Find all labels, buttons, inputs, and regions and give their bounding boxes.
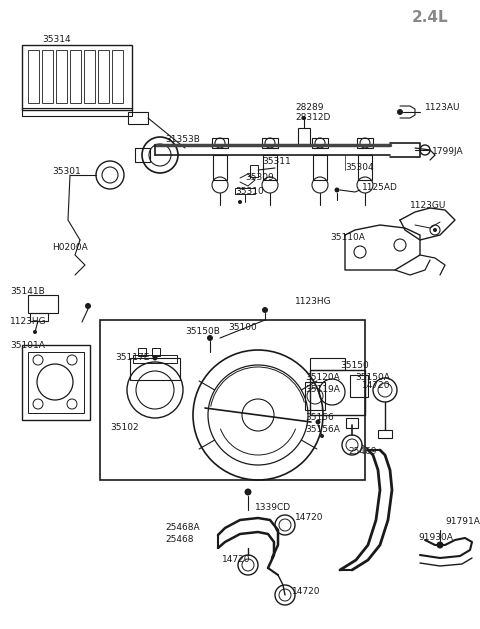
Text: 1799JA: 1799JA <box>432 147 464 157</box>
Bar <box>135 148 150 162</box>
Bar <box>312 138 328 148</box>
Bar <box>310 358 345 370</box>
Text: 14720: 14720 <box>292 587 321 596</box>
Circle shape <box>262 307 268 313</box>
Text: 35314: 35314 <box>42 35 71 45</box>
Bar <box>152 348 160 356</box>
Bar <box>42 50 53 103</box>
Text: 2.4L: 2.4L <box>412 11 448 26</box>
Bar <box>263 155 277 180</box>
Text: 35100: 35100 <box>228 323 257 333</box>
Text: 91930A: 91930A <box>418 533 453 542</box>
Bar <box>378 430 392 438</box>
Text: 35119A: 35119A <box>305 386 340 394</box>
Circle shape <box>302 116 306 120</box>
Bar <box>70 50 81 103</box>
Text: 35110A: 35110A <box>330 233 365 243</box>
Bar <box>358 155 372 180</box>
Bar <box>133 355 177 363</box>
Bar <box>212 138 228 148</box>
Bar <box>22 345 90 420</box>
Bar <box>235 188 255 194</box>
Circle shape <box>33 330 37 334</box>
Text: 35150B: 35150B <box>185 328 220 337</box>
Circle shape <box>238 200 242 204</box>
Circle shape <box>244 489 252 496</box>
Text: 35150: 35150 <box>340 362 369 370</box>
Text: 14720: 14720 <box>222 555 251 564</box>
Bar <box>130 358 180 380</box>
Text: H0200A: H0200A <box>52 243 88 252</box>
Bar <box>346 418 358 428</box>
Circle shape <box>433 228 437 232</box>
Bar <box>298 128 310 145</box>
Bar <box>98 50 109 103</box>
Text: 14720: 14720 <box>295 513 324 523</box>
Bar <box>112 50 123 103</box>
Circle shape <box>85 303 91 309</box>
Text: 35156A: 35156A <box>305 425 340 435</box>
Text: 31353B: 31353B <box>165 135 200 145</box>
Bar <box>138 348 146 356</box>
Bar <box>310 370 365 415</box>
Text: 35117E: 35117E <box>115 353 149 362</box>
Text: 35310: 35310 <box>235 187 264 196</box>
Text: 35141B: 35141B <box>10 287 45 296</box>
Bar <box>28 50 39 103</box>
Bar <box>262 138 278 148</box>
Bar <box>28 352 84 413</box>
Bar <box>357 138 373 148</box>
Text: 1123HG: 1123HG <box>295 298 332 306</box>
Text: 28289: 28289 <box>295 104 324 113</box>
Circle shape <box>397 109 403 115</box>
Bar <box>30 313 48 321</box>
Bar <box>305 382 325 410</box>
Bar <box>350 375 368 397</box>
Text: 35101A: 35101A <box>10 340 45 350</box>
Text: 25469: 25469 <box>348 447 376 457</box>
Bar <box>100 320 365 480</box>
Text: 35311: 35311 <box>262 157 291 167</box>
Text: 28312D: 28312D <box>295 113 330 123</box>
Bar <box>128 112 148 124</box>
Circle shape <box>436 542 444 548</box>
Text: 35309: 35309 <box>245 174 274 182</box>
Text: 14720: 14720 <box>362 381 391 389</box>
Bar <box>22 45 132 110</box>
Text: 1125AD: 1125AD <box>362 184 398 192</box>
Bar <box>313 155 327 180</box>
Text: 35301: 35301 <box>52 167 81 177</box>
Text: 35304: 35304 <box>345 164 373 172</box>
Text: 35156: 35156 <box>305 413 334 423</box>
Circle shape <box>335 187 339 192</box>
Bar <box>213 155 227 180</box>
Bar <box>84 50 95 103</box>
Circle shape <box>153 355 157 360</box>
Text: 1123AU: 1123AU <box>425 104 460 113</box>
Text: 25468A: 25468A <box>165 523 200 533</box>
Text: 1123HG: 1123HG <box>10 318 47 326</box>
Circle shape <box>207 335 213 341</box>
Text: 25468: 25468 <box>165 535 193 545</box>
Text: 35120A: 35120A <box>305 374 340 382</box>
Text: 91791A: 91791A <box>445 518 480 526</box>
Text: 35102: 35102 <box>110 423 139 433</box>
Bar <box>56 50 67 103</box>
Text: 1339CD: 1339CD <box>255 503 291 513</box>
Text: 1123GU: 1123GU <box>410 201 446 211</box>
Circle shape <box>320 434 324 438</box>
Bar <box>22 108 132 116</box>
Bar <box>250 165 258 177</box>
Circle shape <box>315 420 321 425</box>
Bar <box>28 295 58 313</box>
Text: 35150A: 35150A <box>355 374 390 382</box>
